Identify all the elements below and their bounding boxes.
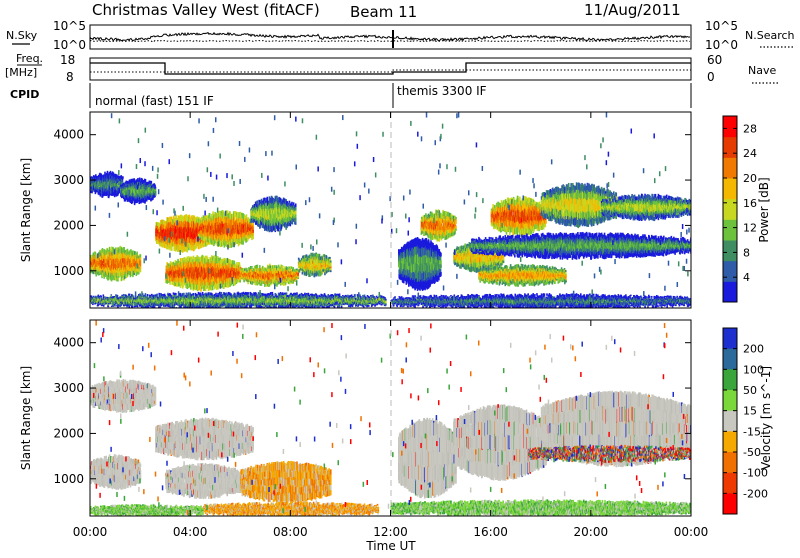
power-echo-cell bbox=[151, 181, 153, 184]
power-echo-cell bbox=[140, 269, 142, 272]
date-label: 11/Aug/2011 bbox=[584, 1, 681, 19]
power-echo-cell bbox=[155, 190, 157, 191]
nave-tick-top: 60 bbox=[707, 53, 722, 67]
freq-tick-top: 18 bbox=[60, 53, 75, 67]
station-title: Christmas Valley West (fitACF) bbox=[92, 1, 320, 19]
nsky-trace-line bbox=[90, 33, 690, 41]
power-echo-cell bbox=[122, 180, 124, 182]
cpid-segment-1: normal (fast) 151 IF bbox=[95, 94, 214, 108]
nsky-tick-bottom: 10^0 bbox=[53, 38, 86, 52]
nave-trace-line bbox=[90, 70, 691, 72]
beam-label: Beam 11 bbox=[350, 3, 417, 21]
power-echo-cell bbox=[155, 188, 157, 189]
radar-summary-plot: Christmas Valley West (fitACF) Beam 11 1… bbox=[0, 0, 800, 554]
nave-tick-bottom: 0 bbox=[707, 70, 715, 84]
noise-trace bbox=[90, 30, 690, 48]
freq-trace bbox=[90, 63, 691, 74]
power-echo-cell bbox=[154, 185, 156, 187]
power-echo-cell bbox=[122, 176, 124, 178]
power-echo-cell bbox=[140, 263, 142, 266]
freq-strip-frame bbox=[90, 58, 691, 80]
freq-unit: [MHz] bbox=[5, 66, 37, 79]
freq-label: Freq. bbox=[16, 52, 43, 65]
nsearch-tick-top: 10^5 bbox=[705, 19, 738, 33]
power-echo-cell bbox=[140, 257, 142, 260]
nave-label: Nave bbox=[748, 64, 776, 77]
freq-trace-line bbox=[90, 63, 691, 74]
power-echo-cell bbox=[136, 251, 138, 255]
power-echo-cell bbox=[155, 187, 157, 188]
power-echo-cell bbox=[105, 255, 107, 259]
cpid-segment-2: themis 3300 IF bbox=[397, 84, 487, 98]
nsearch-label: N.Search bbox=[745, 29, 795, 42]
power-echo-cell bbox=[140, 260, 142, 263]
cpid-label: CPID bbox=[10, 88, 39, 101]
freq-tick-bottom: 8 bbox=[66, 70, 74, 84]
nsearch-tick-bottom: 10^0 bbox=[705, 38, 738, 52]
power-echo-cell bbox=[140, 254, 142, 257]
figure-svg: Christmas Valley West (fitACF) Beam 11 1… bbox=[0, 0, 800, 554]
power-echo-cell bbox=[140, 266, 142, 269]
nsky-tick-top: 10^5 bbox=[53, 19, 86, 33]
power-echo-cell bbox=[145, 179, 147, 182]
nsky-label: N.Sky bbox=[6, 29, 38, 42]
